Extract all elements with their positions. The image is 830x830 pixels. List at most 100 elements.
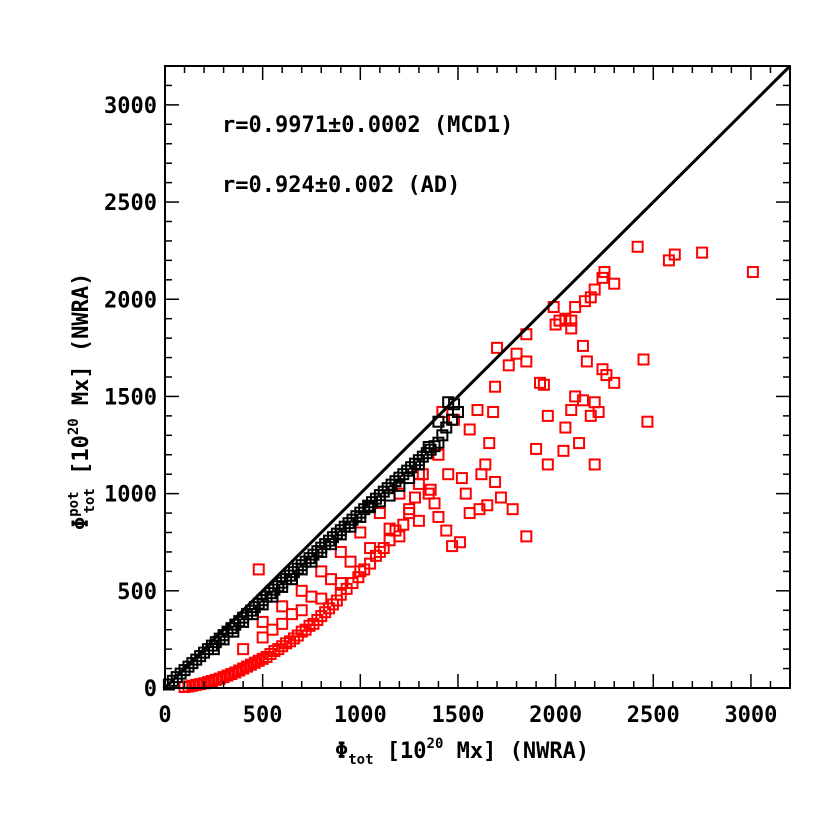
point-ad-8: [588, 283, 601, 296]
point-ad-107: [225, 668, 238, 681]
point-ad-61: [440, 524, 453, 537]
x-axis-label-pre: [10: [374, 739, 427, 764]
point-ad-15: [549, 318, 562, 331]
point-mcd1-26: [264, 587, 277, 600]
point-mcd1-95: [246, 608, 259, 621]
point-ad-143: [412, 514, 425, 527]
point-ad-64: [424, 483, 437, 496]
point-ad-145: [315, 592, 328, 605]
point-ad-22: [608, 376, 621, 389]
point-ad-53: [489, 475, 502, 488]
x-axis-label-sub: tot: [348, 752, 373, 768]
point-ad-35: [530, 442, 543, 455]
y-tick-label: 2000: [104, 288, 157, 313]
point-ad-42: [510, 347, 523, 360]
point-ad-26: [576, 394, 589, 407]
x-axis-label-symbol: Φ: [335, 739, 348, 764]
point-mcd1-6: [186, 657, 199, 670]
point-ad-108: [221, 669, 234, 682]
point-ad-33: [537, 378, 550, 391]
point-ad-153: [463, 423, 476, 436]
point-mcd1-47: [346, 513, 359, 526]
y-axis-label: Φpottot [1020 Mx] (NWRA): [66, 273, 98, 530]
point-ad-146: [295, 604, 308, 617]
point-ad-83: [319, 606, 332, 619]
x-tick-label: 1500: [431, 703, 484, 728]
x-tick-label: 3000: [724, 703, 777, 728]
point-mcd1-56: [381, 482, 394, 495]
point-ad-111: [209, 673, 222, 686]
point-mcd1-77: [422, 440, 435, 453]
point-ad-89: [295, 625, 308, 638]
point-mcd1-84: [354, 510, 367, 523]
point-ad-144: [334, 577, 347, 590]
point-ad-128: [276, 600, 289, 613]
point-ad-51: [506, 503, 519, 516]
point-ad-44: [491, 341, 504, 354]
point-mcd1-37: [307, 548, 320, 561]
y-axis-label-suptop: pot: [66, 491, 82, 516]
point-mcd1-94: [256, 598, 269, 611]
x-tick-label: 2500: [627, 703, 680, 728]
point-ad-100: [252, 654, 265, 667]
point-mcd1-61: [401, 464, 414, 477]
point-ad-104: [237, 662, 250, 675]
point-ad-23: [637, 353, 650, 366]
y-axis-label-group: Φpottot [1020 Mx] (NWRA): [66, 273, 98, 530]
point-ad-36: [541, 458, 554, 471]
point-ad-58: [455, 472, 468, 485]
point-mcd1-0: [162, 678, 175, 691]
point-ad-30: [565, 404, 578, 417]
point-mcd1-66: [420, 447, 433, 460]
point-ad-28: [592, 405, 605, 418]
x-tick-label: 500: [243, 703, 283, 728]
point-ad-80: [330, 594, 343, 607]
point-mcd1-79: [403, 472, 416, 485]
point-ad-60: [446, 540, 459, 553]
point-ad-18: [576, 339, 589, 352]
y-tick-label: 2500: [104, 191, 157, 216]
point-mcd1-4: [178, 664, 191, 677]
point-ad-142: [393, 530, 406, 543]
point-ad-4: [631, 240, 644, 253]
point-mcd1-83: [364, 501, 377, 514]
point-mcd1-21: [244, 604, 257, 617]
point-mcd1-67: [424, 443, 437, 456]
point-ad-45: [489, 380, 502, 393]
point-ad-82: [323, 602, 336, 615]
point-ad-46: [487, 405, 500, 418]
y-tick-label: 1500: [104, 385, 157, 410]
point-mcd1-51: [362, 499, 375, 512]
point-ad-52: [494, 491, 507, 504]
point-ad-67: [409, 491, 421, 504]
point-ad-131: [383, 522, 396, 535]
annotation-ad: r=0.924±0.002 (AD): [222, 173, 460, 198]
point-ad-106: [229, 666, 242, 679]
point-ad-24: [641, 415, 654, 428]
point-mcd1-5: [182, 660, 195, 673]
point-ad-43: [502, 359, 515, 372]
point-ad-132: [403, 503, 416, 516]
point-mcd1-41: [323, 534, 336, 547]
point-ad-0: [746, 266, 759, 279]
point-ad-84: [315, 610, 328, 623]
point-ad-3: [662, 254, 675, 267]
point-mcd1-32: [287, 566, 300, 579]
point-ad-56: [463, 507, 476, 520]
point-mcd1-22: [248, 601, 261, 614]
point-mcd1-86: [334, 528, 347, 541]
annotation-mcd1: r=0.9971±0.0002 (MCD1): [222, 113, 513, 138]
point-ad-57: [459, 487, 472, 500]
point-ad-150: [252, 563, 265, 576]
y-axis-label-pre: [10: [69, 435, 94, 488]
point-ad-59: [453, 536, 466, 549]
y-tick-label: 0: [144, 677, 157, 702]
point-ad-126: [315, 565, 328, 578]
point-ad-134: [442, 468, 455, 481]
tick-labels-layer: 0 500 1000 1500 2000 2500 3000 0 500 1000 1500 2000…: [104, 94, 777, 728]
point-ad-125: [334, 545, 347, 558]
point-mcd1-73: [451, 405, 464, 418]
point-mcd1-46: [342, 517, 355, 530]
point-mcd1-85: [344, 520, 357, 533]
point-mcd1-89: [305, 555, 318, 568]
